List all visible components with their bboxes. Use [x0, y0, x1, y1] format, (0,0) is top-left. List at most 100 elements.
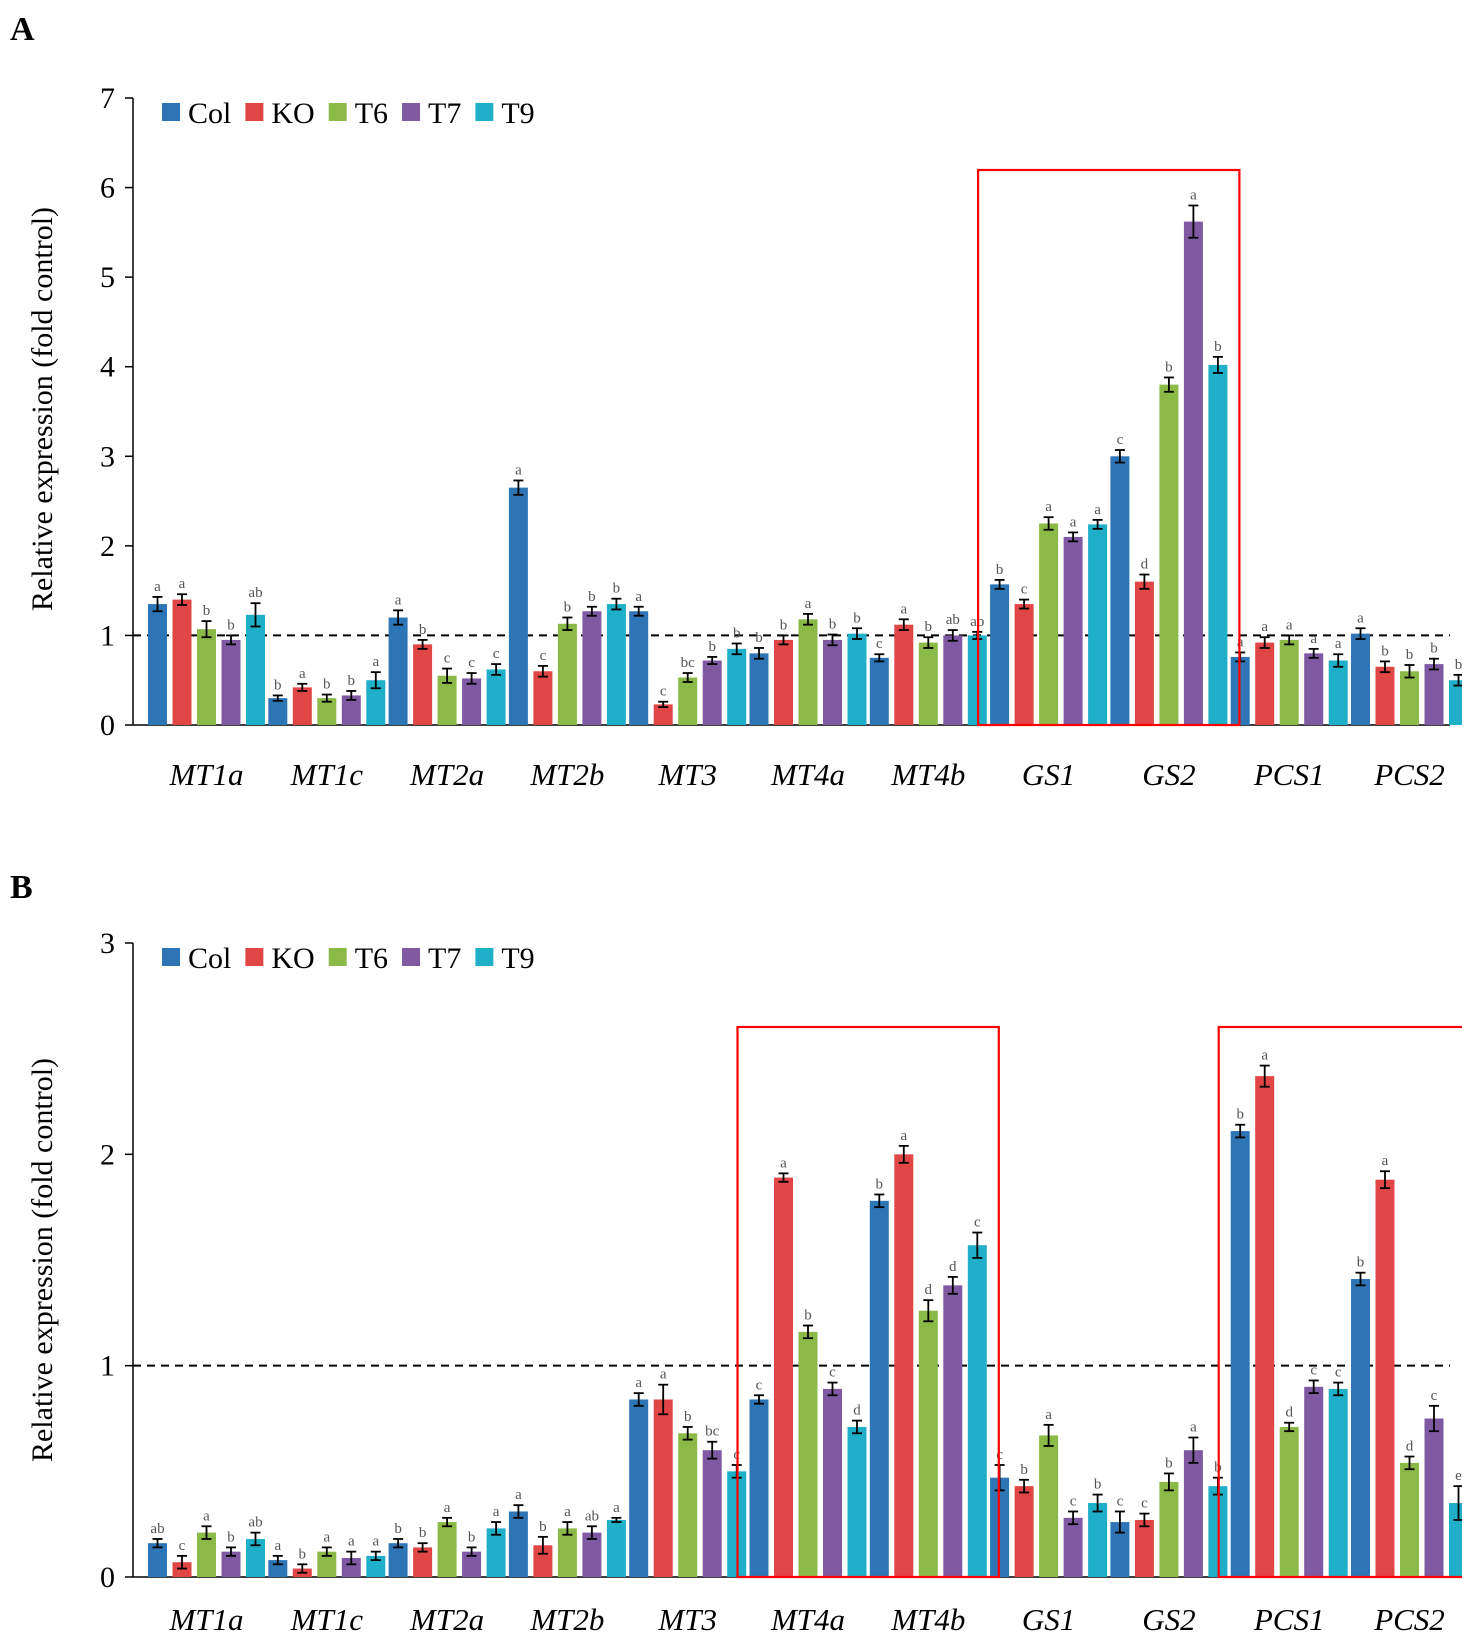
panel-a-sig-label-pcs1-t6: a [1286, 617, 1293, 633]
panel-a-bar-mt3-t9 [727, 648, 747, 725]
panel-b-category-label-gs1: GS1 [1022, 1602, 1075, 1637]
panel-b-y-tick-label-0: 0 [100, 1561, 115, 1594]
panel-a-bar-mt2a-col [388, 617, 408, 725]
panel-a-bar-mt1a-t6 [197, 629, 216, 725]
panel-a-bar-mt1c-t6 [317, 698, 337, 725]
panel-a-sig-label-pcs2-col: a [1357, 610, 1364, 626]
panel-b-bar-mt2b-col [508, 1511, 528, 1577]
panel-b-legend-label-t9: T9 [501, 942, 534, 975]
panel-b-bar-mt4b-t6 [918, 1310, 938, 1577]
panel-a-sig-label-pcs2-t6: b [1406, 647, 1414, 663]
panel-a-bar-gs2-t6 [1159, 384, 1179, 725]
panel-b-sig-label-gs1-t6: a [1045, 1407, 1052, 1423]
panel-a-sig-label-pcs1-ko: a [1261, 619, 1268, 635]
panel-b-sig-label-gs2-col: c [1117, 1493, 1124, 1509]
panel-a-bar-gs1-col [990, 584, 1010, 725]
panel-a-sig-label-gs1-col: b [996, 562, 1004, 578]
panel-b-sig-label-gs2-t6: b [1165, 1455, 1173, 1471]
panel-b-sig-label-pcs2-t9: e [1455, 1468, 1462, 1484]
panel-a-sig-label-mt3-t7: b [708, 639, 716, 655]
panel-b-sig-label-mt4a-t9: d [853, 1403, 861, 1419]
panel-a-y-tick-label-5: 5 [100, 261, 115, 294]
panel-a-sig-label-pcs1-t7: a [1310, 631, 1317, 647]
panel-a-legend-label-t7: T7 [428, 97, 461, 130]
panel-b-bar-pcs2-col [1351, 1279, 1370, 1577]
panel-a-sig-label-mt1a-t7: b [227, 617, 235, 633]
panel-b-label: B [10, 869, 33, 906]
panel-a-category-label-gs1: GS1 [1022, 757, 1075, 792]
panel-b-bar-mt2a-col [388, 1543, 408, 1577]
panel-a-legend-label-col: Col [188, 97, 231, 130]
panel-b-legend-label-col: Col [188, 942, 231, 975]
panel-b-sig-label-mt4a-ko: a [780, 1155, 787, 1171]
panel-a-bar-gs1-t9 [1088, 524, 1108, 725]
panel-a-bar-mt2b-t9 [606, 604, 626, 725]
panel-a-sig-label-mt2a-t9: c [493, 646, 500, 662]
panel-b-sig-label-mt1c-t6: a [323, 1529, 330, 1545]
panel-b-bar-mt2a-t9 [486, 1528, 506, 1577]
panel-a-bar-gs1-t6 [1039, 523, 1059, 725]
panel-b-sig-label-pcs1-col: b [1236, 1107, 1244, 1123]
panel-a-sig-label-mt4b-col: c [876, 636, 883, 652]
panel-a-category-label-mt3: MT3 [657, 757, 717, 792]
panel-a-bar-mt1c-t9 [366, 680, 386, 725]
panel-a-sig-label-mt4a-ko: b [780, 617, 788, 633]
panel-a-sig-label-gs2-ko: d [1141, 557, 1149, 573]
panel-b-sig-label-gs1-t9: b [1094, 1477, 1102, 1493]
panel-a-category-label-mt4b: MT4b [890, 757, 965, 792]
panel-b-bar-mt3-ko [653, 1399, 673, 1577]
panel-b-sig-label-mt3-t6: b [684, 1409, 692, 1425]
panel-b-bar-mt4a-ko [774, 1177, 793, 1577]
panel-a-sig-label-mt4a-col: b [755, 630, 763, 646]
panel-b-category-label-mt1c: MT1c [290, 1602, 364, 1637]
panel-a-y-tick-label-2: 2 [100, 530, 115, 563]
panel-b-bar-pcs1-t9 [1328, 1388, 1348, 1577]
panel-a-sig-label-mt2a-t7: c [468, 655, 475, 671]
panel-a-category-label-mt4a: MT4a [770, 757, 845, 792]
panel-b-sig-label-mt2b-t9: a [613, 1500, 620, 1516]
panel-a-bar-mt4a-t6 [798, 619, 818, 725]
panel-a-sig-label-mt1a-t9: ab [248, 585, 262, 601]
panel-a-bar-pcs2-t7 [1424, 664, 1444, 725]
panel-a-legend-swatch-ko [245, 103, 264, 121]
panel-a-sig-label-mt1c-t6: b [323, 677, 331, 693]
panel-b-sig-label-mt4a-t6: b [804, 1308, 812, 1324]
panel-a-y-tick-label-0: 0 [100, 709, 115, 742]
panel-b-y-tick-label-1: 1 [100, 1350, 115, 1383]
panel-a-bar-gs2-col [1110, 456, 1130, 725]
panel-a-sig-label-mt4a-t9: b [853, 610, 861, 626]
panel-b-legend-label-ko: KO [271, 942, 314, 975]
panel-b-sig-label-mt2a-t9: a [493, 1504, 500, 1520]
panel-a-sig-label-mt4b-t7: ab [946, 612, 960, 628]
panel-a-bar-pcs2-ko [1375, 666, 1395, 725]
panel-b-sig-label-mt2a-col: b [394, 1521, 402, 1537]
panel-b-bar-mt3-col [629, 1399, 649, 1577]
panel-a-bar-pcs1-t6 [1279, 639, 1299, 725]
panel-b-bar-mt4b-ko [894, 1154, 914, 1577]
panel-a-sig-label-mt1c-t9: a [372, 654, 379, 670]
panel-b-sig-label-mt1c-t9: a [372, 1534, 379, 1550]
panel-b-bar-mt1c-t6 [317, 1551, 337, 1577]
panel-b-sig-label-mt2a-ko: b [419, 1525, 427, 1541]
panel-b-bar-pcs2-t9 [1449, 1503, 1462, 1577]
panel-b-bar-mt4a-t9 [847, 1426, 867, 1577]
panel-b-bar-gs2-t6 [1159, 1481, 1179, 1577]
panel-a-bar-pcs1-t9 [1328, 660, 1348, 725]
panel-a-y-tick-label-1: 1 [100, 619, 115, 652]
panel-b-category-label-gs2: GS2 [1142, 1602, 1195, 1637]
panel-a-bar-mt4b-ko [894, 624, 914, 725]
panel-b-category-label-mt1a: MT1a [168, 1602, 243, 1637]
panel-b-bar-mt4a-t6 [798, 1331, 818, 1577]
panel-b-sig-label-gs1-t7: c [1070, 1493, 1077, 1509]
panel-a-bar-mt2b-ko [533, 671, 553, 725]
panel-b-sig-label-mt2a-t7: b [468, 1529, 476, 1545]
panel-a-sig-label-mt1c-t7: b [348, 673, 356, 689]
panel-a-bar-mt1a-ko [172, 599, 192, 725]
panel-b-bar-mt2a-ko [413, 1547, 433, 1577]
panel-a-bar-gs1-ko [1014, 604, 1034, 725]
panel-a-sig-label-mt2b-ko: c [540, 648, 547, 664]
panel-b-bar-gs1-ko [1014, 1486, 1034, 1577]
panel-b-highlight-box-2 [1217, 1025, 1462, 1579]
panel-a-bar-mt4b-col [869, 657, 889, 725]
panel-a-bar-pcs2-t6 [1400, 671, 1419, 725]
